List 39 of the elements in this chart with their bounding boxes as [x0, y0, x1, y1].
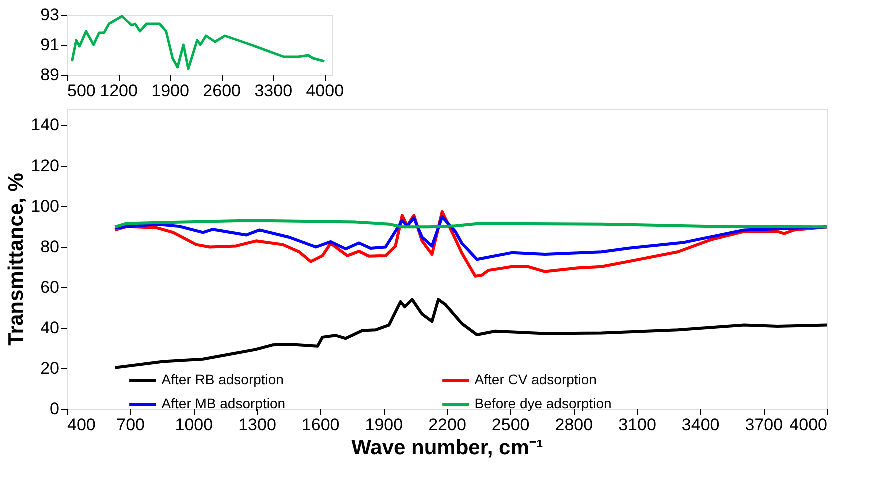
- y-tick-label: 40: [40, 318, 60, 338]
- x-tick-label: 2600: [203, 82, 241, 100]
- x-tick-label: 400: [68, 416, 96, 434]
- x-tick-label: 3400: [682, 416, 720, 434]
- x-tick-label: 4000: [306, 82, 344, 100]
- y-tick-label: 140: [31, 116, 60, 135]
- x-tick-label: 3300: [254, 82, 293, 100]
- x-tick-label: 2200: [428, 416, 466, 434]
- x-tick-label: 1900: [152, 82, 190, 100]
- x-tick-label: 1600: [302, 416, 340, 434]
- legend-label: Before dye adsorption: [474, 396, 612, 412]
- y-tick-label: 60: [40, 278, 60, 297]
- legend-label: After RB adsorption: [162, 372, 284, 388]
- x-tick-label: 700: [116, 416, 146, 434]
- y-tick-label: 80: [40, 237, 60, 256]
- x-tick-label: 500: [68, 82, 96, 100]
- y-tick-label: 91: [40, 36, 60, 54]
- x-tick-label: 4000: [790, 416, 828, 434]
- y-tick-label: 0: [50, 400, 60, 418]
- line-series: [114, 219, 828, 229]
- y-tick-label: 100: [31, 196, 60, 216]
- x-tick-label: 1900: [365, 416, 404, 434]
- x-tick-label: 2800: [555, 416, 594, 434]
- y-tick-label: 89: [40, 66, 60, 84]
- line-series: [70, 15, 326, 70]
- x-tick-label: 1000: [175, 416, 214, 434]
- y-tick-label: 93: [40, 6, 60, 24]
- y-tick-label: 120: [31, 156, 60, 176]
- x-tick-label: 1300: [238, 416, 276, 434]
- y-axis-title: Transmittance, %: [5, 172, 28, 346]
- legend-label: After CV adsorption: [474, 372, 597, 388]
- x-tick-label: 3700: [745, 416, 784, 434]
- x-tick-label: 3100: [618, 416, 656, 434]
- x-axis-title: Wave number, cm⁻¹: [352, 436, 544, 460]
- line-series: [114, 298, 828, 370]
- legend-label: After MB adsorption: [162, 396, 286, 412]
- x-tick-label: 1200: [100, 82, 138, 100]
- x-tick-label: 2500: [492, 416, 530, 434]
- y-tick-label: 20: [40, 358, 60, 378]
